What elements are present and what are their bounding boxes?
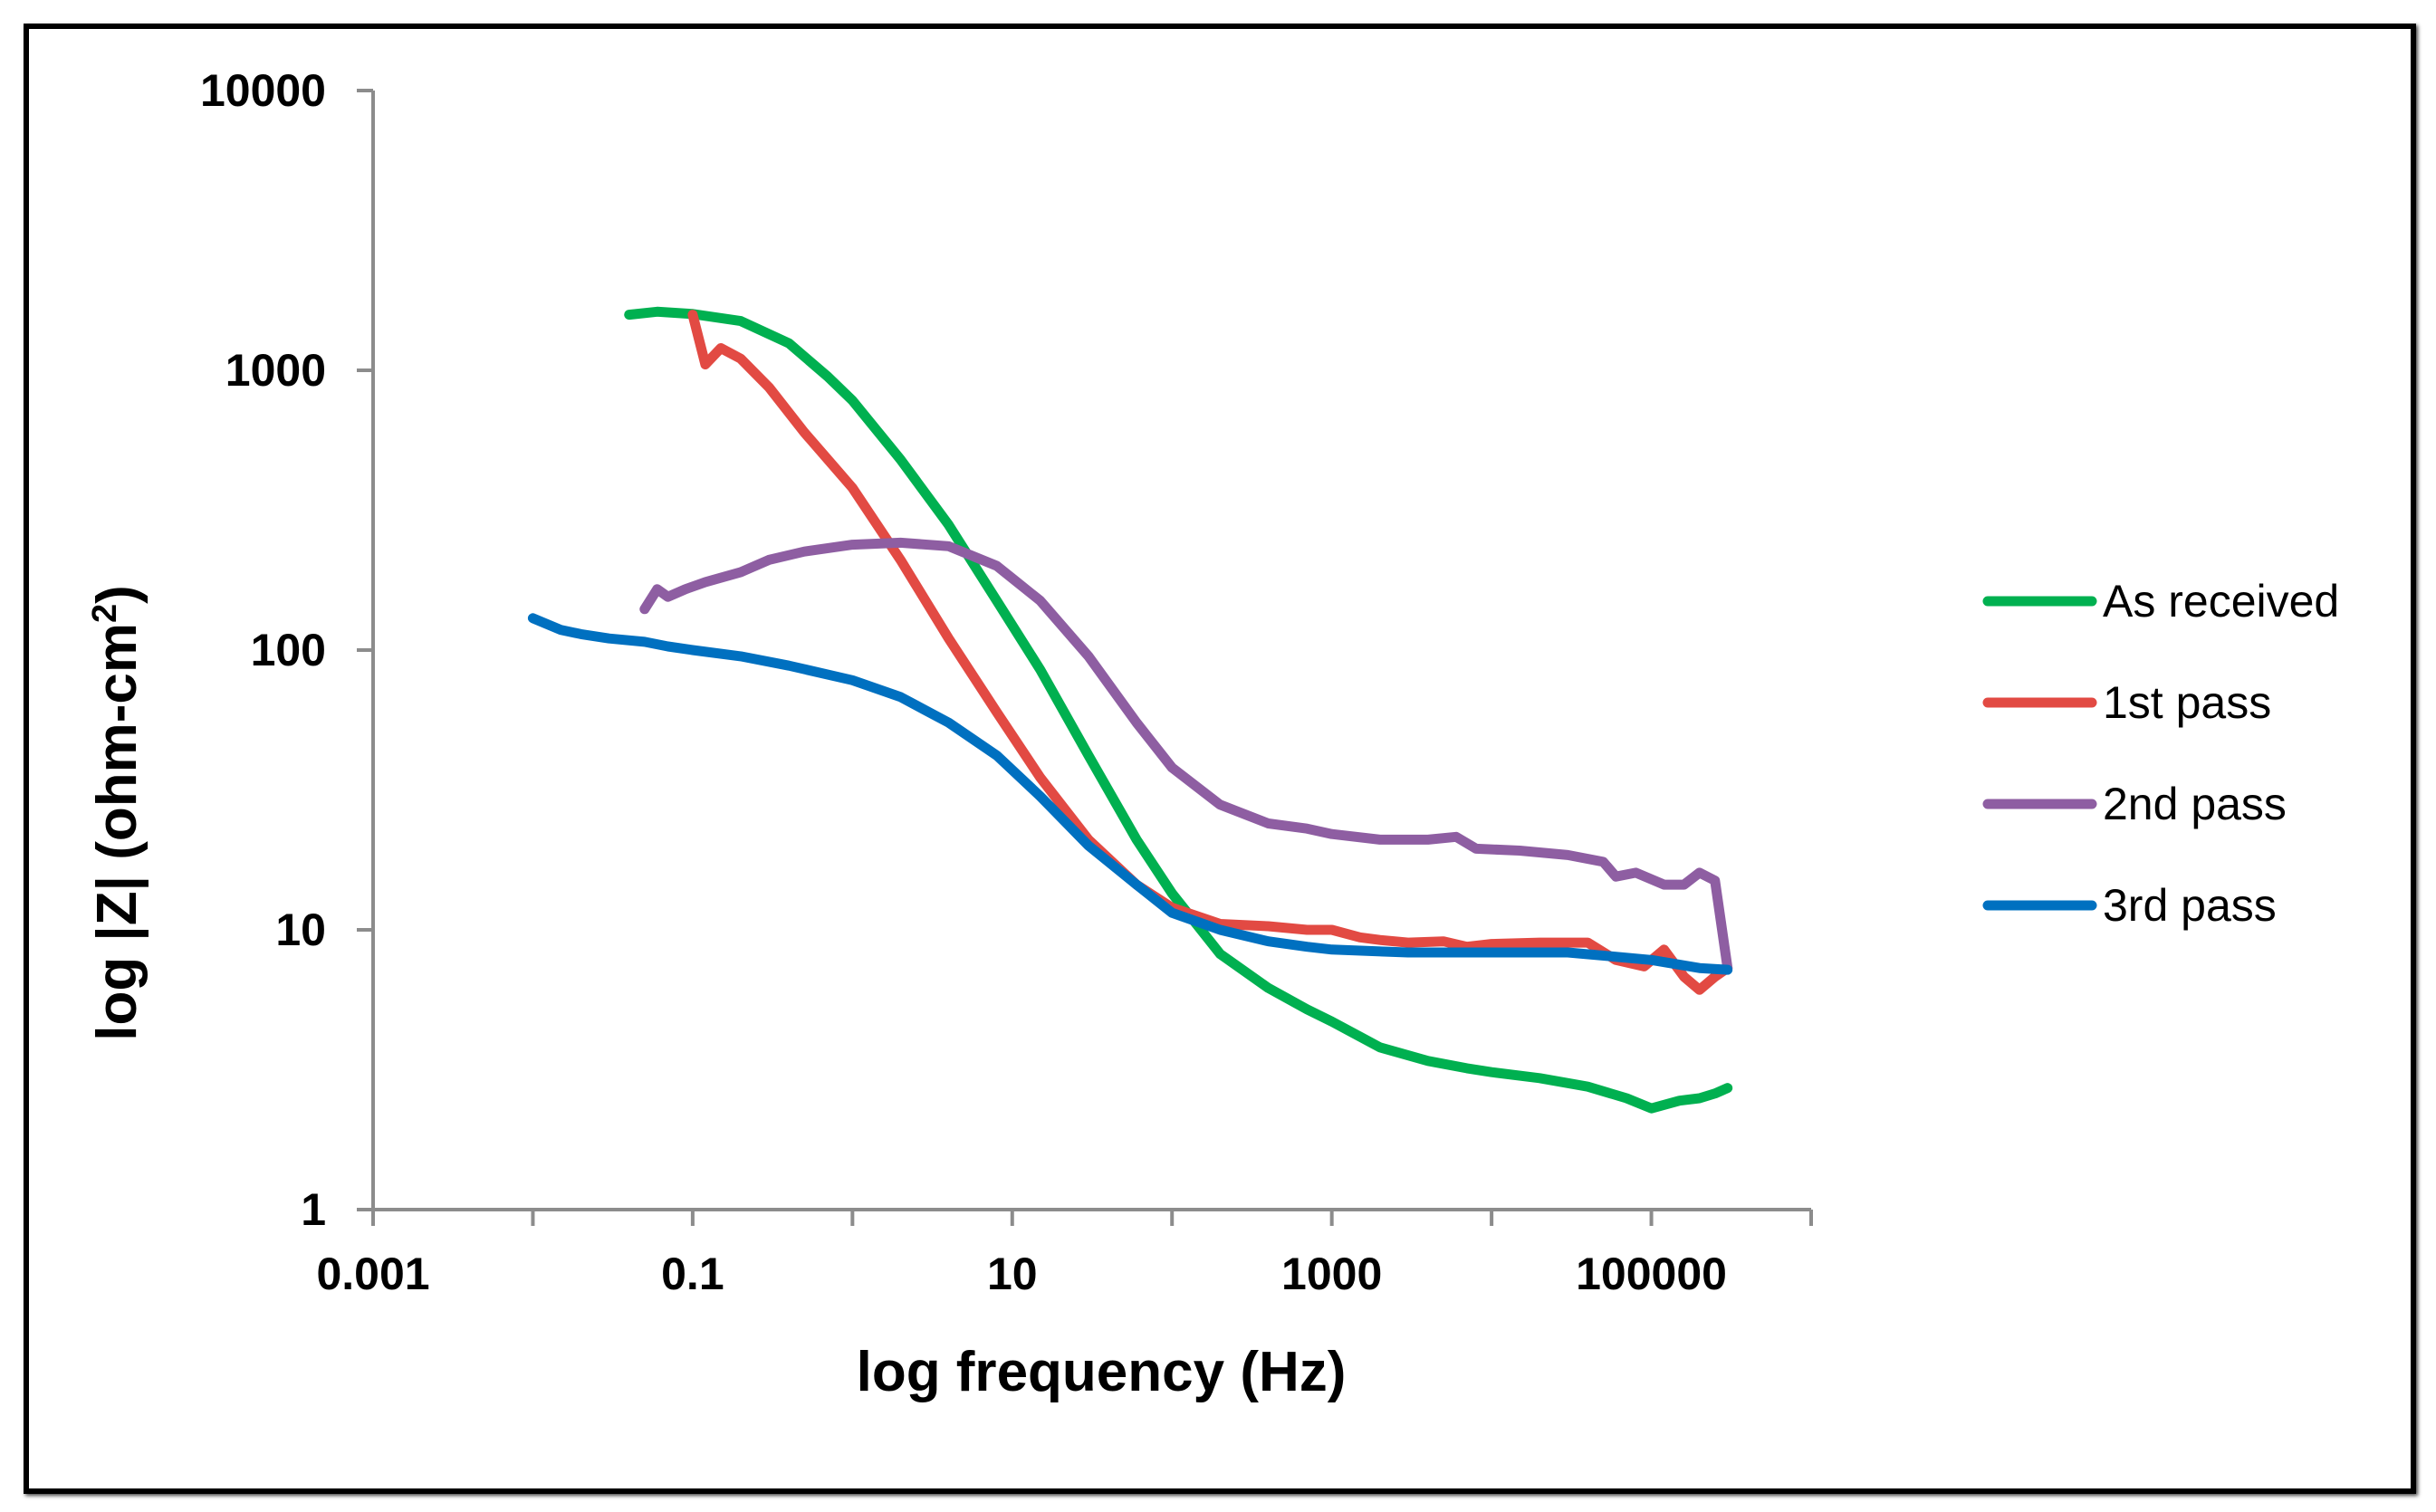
chart-frame [24, 24, 2416, 1494]
series-line-1 [624, 306, 1733, 1114]
x-tick-label: 0.001 [316, 1249, 429, 1299]
legend: As received 1st pass 2nd pass 3rd pass [1982, 576, 2339, 931]
axes [371, 91, 1811, 1211]
x-axis-title: log frequency (Hz) [857, 1341, 1347, 1403]
series-line-3 [639, 537, 1733, 973]
y-axis-title-main: log |Z| (ohm-cm [86, 623, 149, 1041]
y-tick-label: 1 [301, 1184, 326, 1235]
y-tick-label: 1000 [225, 345, 326, 396]
series-line-2 [687, 310, 1733, 995]
legend-label-1: As received [2103, 576, 2339, 627]
series-lines [527, 306, 1733, 1114]
y-axis-title-superscript: 2 [86, 604, 124, 623]
y-ticks: 1 10 100 1000 10000 [200, 65, 373, 1235]
y-axis-title: log |Z| (ohm-cm2) [86, 585, 149, 1041]
y-tick-label: 100 [251, 625, 326, 675]
x-tick-label: 10 [987, 1249, 1038, 1299]
y-tick-label: 10 [275, 904, 326, 955]
x-tick-label: 0.1 [661, 1249, 724, 1299]
legend-label-2: 1st pass [2103, 677, 2271, 728]
x-ticks: 0.001 0.1 10 1000 100000 [316, 1210, 1813, 1299]
legend-label-4: 3rd pass [2103, 880, 2277, 931]
x-tick-label: 100000 [1576, 1249, 1727, 1299]
series-line-4 [527, 613, 1733, 975]
y-tick-label: 10000 [200, 65, 326, 116]
y-axis-title-close: ) [86, 585, 149, 604]
x-tick-label: 1000 [1281, 1249, 1382, 1299]
legend-label-3: 2nd pass [2103, 779, 2287, 829]
